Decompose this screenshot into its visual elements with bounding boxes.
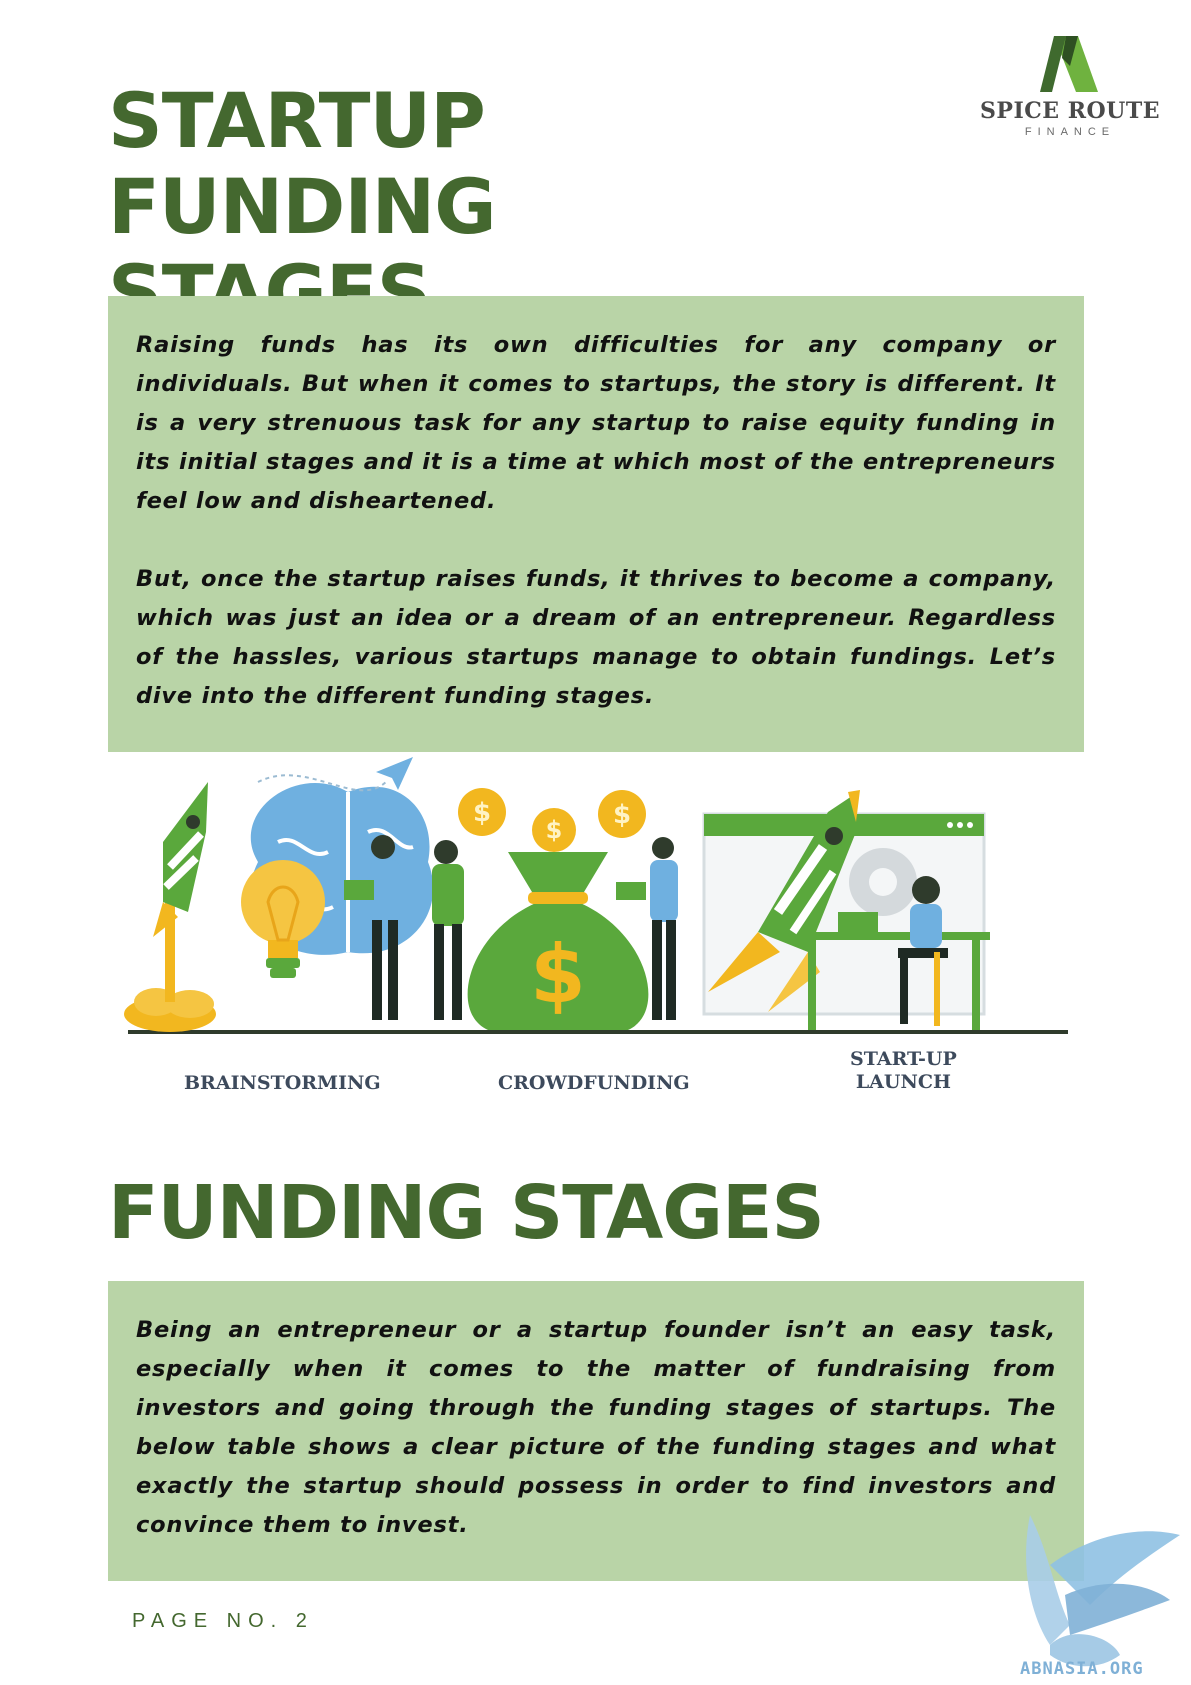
svg-text:$: $ — [530, 928, 586, 1021]
caption-startup-line-2: LAUNCH — [855, 1071, 951, 1093]
logo-subtitle: FINANCE — [1024, 126, 1116, 138]
page-title: STARTUP FUNDING STAGES — [108, 78, 888, 336]
caption-brainstorming: BRAINSTORMING — [184, 1072, 381, 1094]
coin-icon: $ — [598, 790, 646, 838]
intro-panel: Raising funds has its own difficulties f… — [108, 296, 1084, 752]
rocket-icon — [708, 790, 860, 1012]
intro-paragraph-1: Raising funds has its own difficulties f… — [136, 332, 1056, 514]
coin-icon: $ — [532, 808, 576, 852]
svg-text:$: $ — [546, 816, 563, 844]
section-title: FUNDING STAGES — [108, 1170, 825, 1256]
paper-plane-icon — [376, 757, 413, 790]
page-number: PAGE NO. 2 — [132, 1610, 314, 1632]
funding-stages-panel: Being an entrepreneur or a startup found… — [108, 1281, 1084, 1581]
caption-startup-launch: START-UP LAUNCH — [850, 1048, 957, 1094]
svg-text:$: $ — [473, 798, 491, 828]
person-icon — [798, 876, 990, 1030]
griffin-icon — [1026, 1515, 1180, 1667]
caption-startup-line-1: START-UP — [850, 1048, 957, 1070]
title-line-1: STARTUP FUNDING — [108, 76, 497, 251]
watermark-text: ABNASIA.ORG — [1020, 1659, 1144, 1679]
money-bag-icon: $ — [467, 852, 649, 1030]
rocket-icon — [124, 782, 216, 1032]
person-icon — [616, 837, 678, 1020]
person-icon — [432, 840, 464, 1020]
intro-paragraph-2: But, once the startup raises funds, it t… — [136, 566, 1056, 709]
svg-text:$: $ — [613, 800, 631, 830]
caption-crowdfunding: CROWDFUNDING — [498, 1072, 690, 1094]
person-icon — [344, 835, 400, 1020]
funding-illustration: $ $ $ $ — [108, 752, 1084, 1112]
lightbulb-icon — [241, 860, 325, 978]
gear-icon — [849, 848, 917, 916]
funding-stages-paragraph: Being an entrepreneur or a startup found… — [136, 1317, 1056, 1538]
company-logo: SPICE ROUTE FINANCE — [975, 36, 1165, 156]
coin-icon: $ — [458, 788, 506, 836]
logo-name: SPICE ROUTE — [980, 98, 1160, 124]
triangle-a-logo-icon — [1040, 36, 1098, 92]
